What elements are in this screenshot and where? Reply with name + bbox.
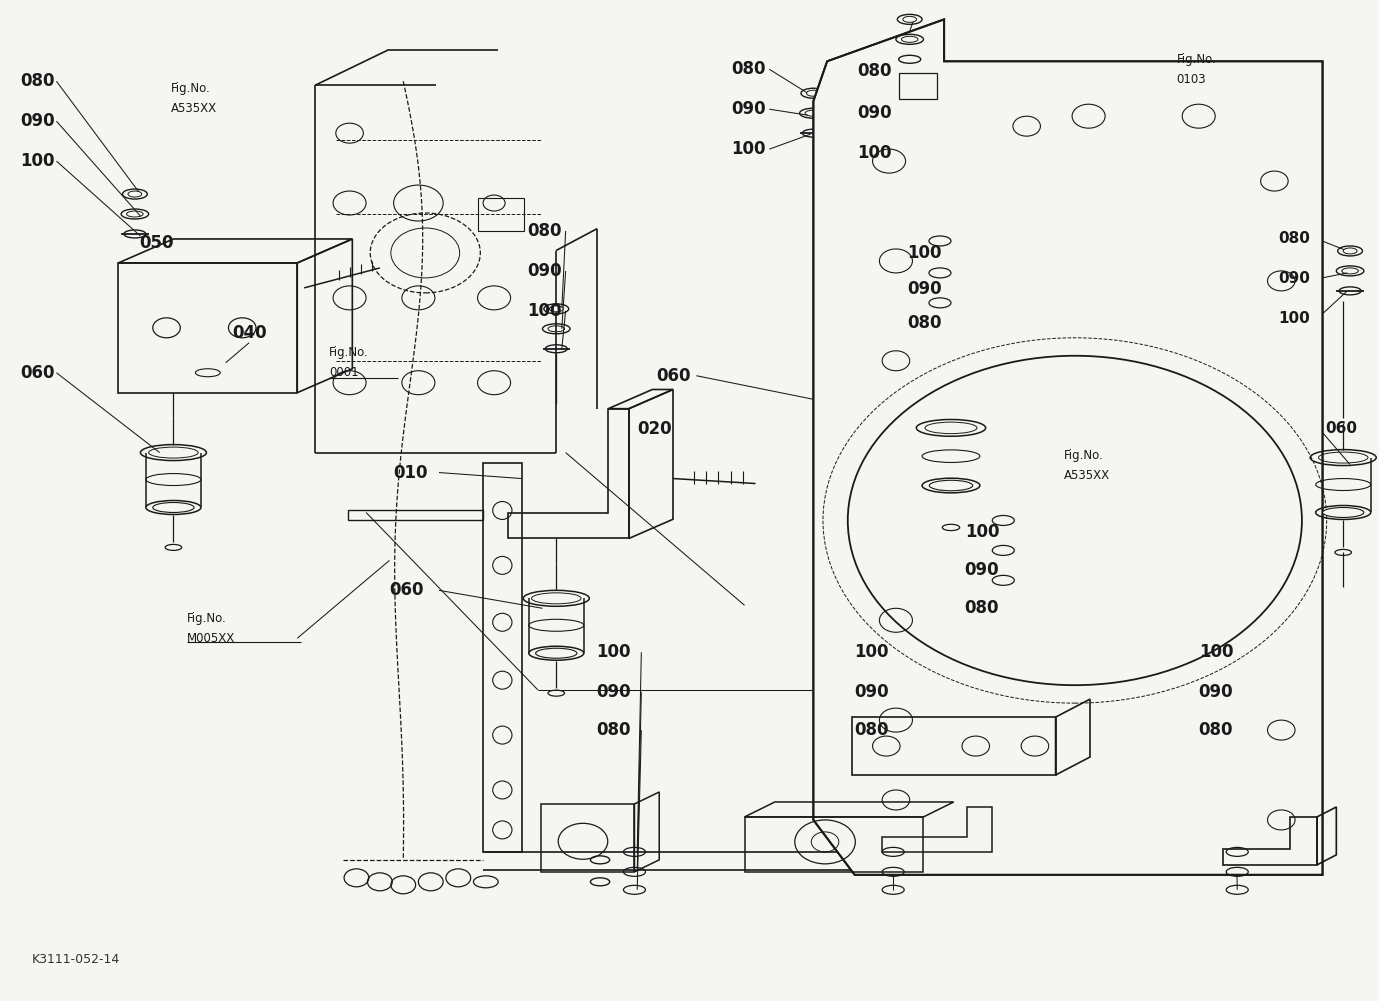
- Text: 100: 100: [855, 644, 889, 662]
- Text: 080: 080: [596, 721, 630, 739]
- Text: 060: 060: [389, 582, 423, 600]
- Text: 100: 100: [858, 144, 892, 162]
- Text: 080: 080: [21, 72, 55, 90]
- Text: 100: 100: [527, 302, 561, 320]
- Text: 100: 100: [1278, 311, 1310, 326]
- Text: 080: 080: [855, 721, 889, 739]
- Ellipse shape: [128, 191, 142, 197]
- Text: 0001: 0001: [330, 366, 359, 379]
- Ellipse shape: [535, 649, 576, 659]
- Text: M005XX: M005XX: [188, 632, 236, 645]
- Text: 090: 090: [965, 562, 1000, 580]
- Text: 080: 080: [907, 314, 942, 331]
- Text: 020: 020: [637, 419, 672, 437]
- Text: 100: 100: [965, 524, 1000, 542]
- Text: 050: 050: [139, 234, 174, 252]
- Text: 100: 100: [21, 152, 55, 170]
- Text: 090: 090: [731, 100, 765, 118]
- Ellipse shape: [1343, 248, 1357, 254]
- Text: 090: 090: [1198, 683, 1233, 701]
- Text: 080: 080: [1278, 231, 1310, 246]
- Text: 100: 100: [731, 140, 765, 158]
- Text: 0103: 0103: [1176, 73, 1207, 86]
- Text: Fig.No.: Fig.No.: [171, 82, 211, 95]
- Text: 090: 090: [1278, 271, 1310, 286]
- Text: Fig.No.: Fig.No.: [188, 612, 228, 625]
- Text: 100: 100: [907, 244, 942, 262]
- Ellipse shape: [807, 90, 821, 96]
- Text: K3111-052-14: K3111-052-14: [32, 953, 120, 966]
- Ellipse shape: [1322, 508, 1364, 518]
- Ellipse shape: [153, 503, 194, 513]
- Text: 090: 090: [907, 280, 942, 298]
- Text: A535XX: A535XX: [171, 102, 217, 115]
- Text: 100: 100: [596, 644, 630, 662]
- Text: 100: 100: [1198, 644, 1233, 662]
- Ellipse shape: [903, 16, 917, 22]
- Text: A535XX: A535XX: [1063, 469, 1110, 482]
- Text: 080: 080: [731, 60, 765, 78]
- Text: 040: 040: [233, 323, 268, 341]
- Text: 060: 060: [1325, 421, 1357, 436]
- Text: 080: 080: [527, 222, 561, 240]
- Polygon shape: [814, 19, 1322, 875]
- Text: Fig.No.: Fig.No.: [1176, 53, 1216, 66]
- Text: 090: 090: [527, 262, 561, 280]
- Ellipse shape: [929, 480, 972, 490]
- Text: 080: 080: [858, 62, 892, 80]
- Text: 010: 010: [393, 463, 427, 481]
- Text: 090: 090: [855, 683, 889, 701]
- Text: Fig.No.: Fig.No.: [1063, 449, 1103, 462]
- Text: 080: 080: [1198, 721, 1233, 739]
- Text: Fig.No.: Fig.No.: [330, 346, 368, 359]
- Text: 090: 090: [21, 112, 55, 130]
- Text: 060: 060: [21, 363, 55, 381]
- Text: 090: 090: [858, 104, 892, 122]
- Ellipse shape: [549, 306, 563, 312]
- Text: 090: 090: [596, 683, 630, 701]
- Text: 080: 080: [965, 600, 1000, 618]
- Text: 060: 060: [656, 366, 691, 384]
